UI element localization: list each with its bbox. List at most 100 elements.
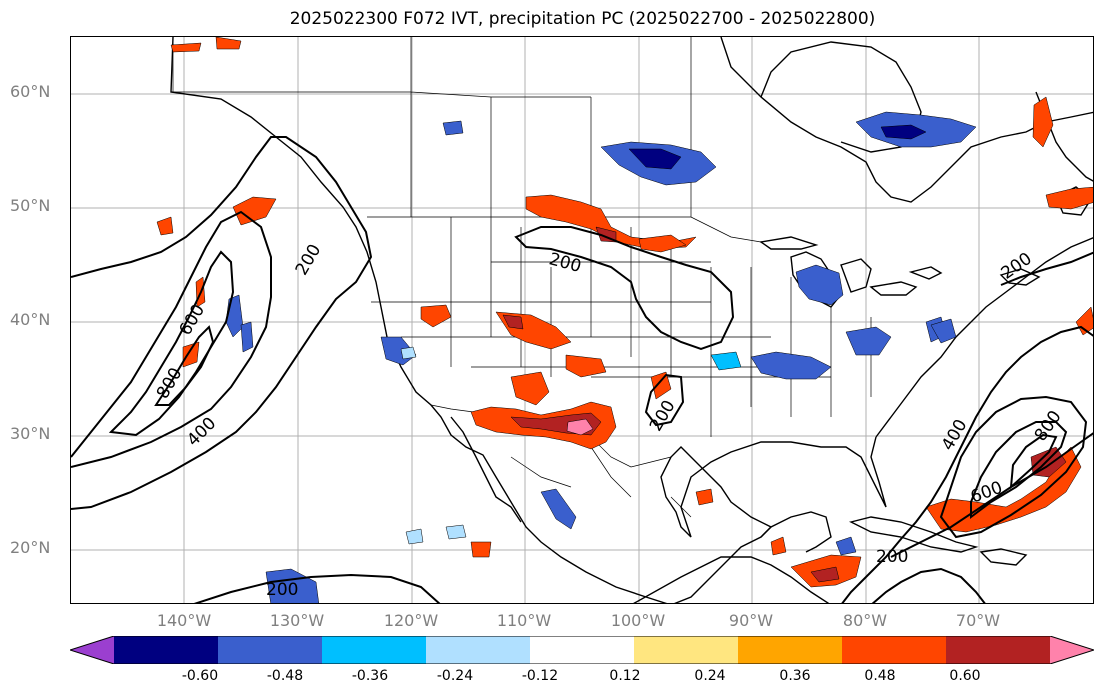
colorbar <box>70 636 1094 664</box>
precip-pos-alaska-bits <box>170 37 242 53</box>
colorbar-tick-label: -0.24 <box>436 668 474 684</box>
ivt-contour-400-atlantic <box>939 395 1088 539</box>
ivt-contours <box>71 136 1093 603</box>
colorbar-segment <box>634 636 739 664</box>
precip-pos-nevada <box>420 304 452 328</box>
precip-pos-east-canada <box>1045 186 1093 210</box>
yucatan-coastline <box>760 511 832 553</box>
ivt-contour-200-texas <box>644 373 685 427</box>
hudson-bay-coastline <box>720 37 1093 203</box>
precip-neg-baja <box>540 488 577 530</box>
coastlines <box>170 37 1093 603</box>
west-coast-coastline <box>170 37 668 603</box>
colorbar-segment <box>530 636 635 664</box>
great-lakes-outline <box>759 236 943 308</box>
precip-pos-pacific-north <box>156 216 174 236</box>
contour-label-200-pacific: 200 <box>292 241 326 279</box>
colorbar-segment <box>946 636 1051 664</box>
colorbar-segments <box>70 636 1094 664</box>
colorbar-tick-label: -0.60 <box>181 668 219 684</box>
precip-neg-canada-prairies-core <box>628 148 682 170</box>
precip-neg-quebec-core <box>880 124 927 140</box>
precip-pos-bc-coast <box>232 196 277 226</box>
precip-neg-mid-atlantic <box>845 326 892 356</box>
ivt-contour-600-atlantic <box>970 421 1068 519</box>
colorbar-tick-label: 0.60 <box>949 668 981 684</box>
precip-pos-pacific-ar-south <box>182 341 200 368</box>
lon-label-130w: 130°W <box>269 611 325 630</box>
contour-label-200-caribbean: 200 <box>876 547 908 567</box>
contour-label-600-atlantic: 600 <box>968 478 1005 508</box>
lon-label-70w: 70°W <box>955 611 1001 630</box>
us-states-grid <box>371 217 872 437</box>
precip-neg-great-lakes <box>795 264 844 306</box>
precip-pos-iowa <box>638 234 687 253</box>
gulf-of-mexico-coastline <box>660 436 887 603</box>
lon-label-120w: 120°W <box>383 611 439 630</box>
ivt-contour-800-atlantic <box>1009 433 1058 490</box>
precip-neg-ohio-south <box>710 351 742 371</box>
lat-label-60n: 60°N <box>10 82 51 101</box>
precip-pos-gulf-south <box>470 488 787 558</box>
contour-label-200-plains: 200 <box>547 249 584 277</box>
map-canvas: 200 600 800 400 200 200 200 400 600 800 … <box>71 37 1093 603</box>
lat-label-50n: 50°N <box>10 196 51 215</box>
lon-label-110w: 110°W <box>496 611 552 630</box>
contour-label-200-south-pacific: 200 <box>266 580 298 600</box>
precip-pos-northern-plains <box>525 194 697 250</box>
canada-provinces-borders <box>171 37 692 217</box>
precip-neg-bc-interior <box>442 120 464 136</box>
precip-pos-texas <box>650 371 672 400</box>
colorbar-tick-label: -0.48 <box>266 668 304 684</box>
baja-coastline <box>450 416 522 523</box>
hudson-bay-inner-coastline <box>760 41 922 153</box>
ivt-contour-200-atlantic-north <box>1000 251 1093 286</box>
colorbar-tick-label: 0.12 <box>609 668 641 684</box>
ivt-contour-200-atlantic-outer <box>841 325 1093 603</box>
colorbar-segment <box>426 636 531 664</box>
lat-label-30n: 30°N <box>10 424 51 443</box>
ivt-contour-200-south-pacific <box>193 573 441 603</box>
colorbar-segment <box>114 636 219 664</box>
map-title: 2025022300 F072 IVT, precipitation PC (2… <box>289 9 876 29</box>
colorbar-segment <box>842 636 947 664</box>
precip-pos-southern-rockies <box>510 371 550 406</box>
central-america-coastline <box>633 556 830 603</box>
ivt-contour-400-pacific <box>71 210 272 468</box>
colorbar-segment <box>322 636 427 664</box>
lat-label-20n: 20°N <box>10 538 51 557</box>
colorbar-extend-low <box>70 636 114 664</box>
colorbar-tick-label: 0.36 <box>779 668 811 684</box>
ivt-contour-200-plains <box>514 226 735 351</box>
precip-neg-pacific-ar <box>225 294 244 338</box>
lat-label-40n: 40°N <box>10 310 51 329</box>
precip-pos-southwest-max <box>566 418 594 436</box>
precip-pos-labrador <box>1032 96 1054 148</box>
ivt-contour-800-pacific <box>154 325 215 406</box>
precip-neg-west-atlantic <box>835 318 957 556</box>
lon-label-90w: 90°W <box>728 611 774 630</box>
colorbar-tick-label: -0.36 <box>351 668 389 684</box>
ivt-contour-200-caribbean <box>871 567 986 603</box>
ivt-contour-200-pacific <box>71 136 373 510</box>
precip-pos-new-mexico <box>565 354 607 378</box>
ivt-contour-600-pacific <box>108 250 235 437</box>
precip-neg-small-sw <box>400 346 467 545</box>
colorbar-segment <box>738 636 843 664</box>
mexico-states-borders <box>510 446 692 518</box>
precip-positive-shading <box>156 37 1093 588</box>
hispaniola-coastline <box>979 548 1028 566</box>
political-borders <box>171 37 872 518</box>
colorbar-extend-high <box>1050 636 1094 664</box>
colorbar-tick-label: -0.12 <box>521 668 559 684</box>
map-panel: 200 600 800 400 200 200 200 400 600 800 … <box>70 36 1094 604</box>
precip-pos-caribbean-west-core <box>810 566 840 583</box>
precip-pos-four-corners-core <box>502 314 524 330</box>
colorbar-tick-label: 0.24 <box>694 668 726 684</box>
lon-label-140w: 140°W <box>156 611 212 630</box>
east-coast-coastline <box>875 237 1093 438</box>
lon-label-100w: 100°W <box>610 611 666 630</box>
precip-neg-ohio-valley <box>750 351 832 380</box>
lon-label-80w: 80°W <box>842 611 888 630</box>
contour-label-800-pacific: 800 <box>153 364 187 402</box>
